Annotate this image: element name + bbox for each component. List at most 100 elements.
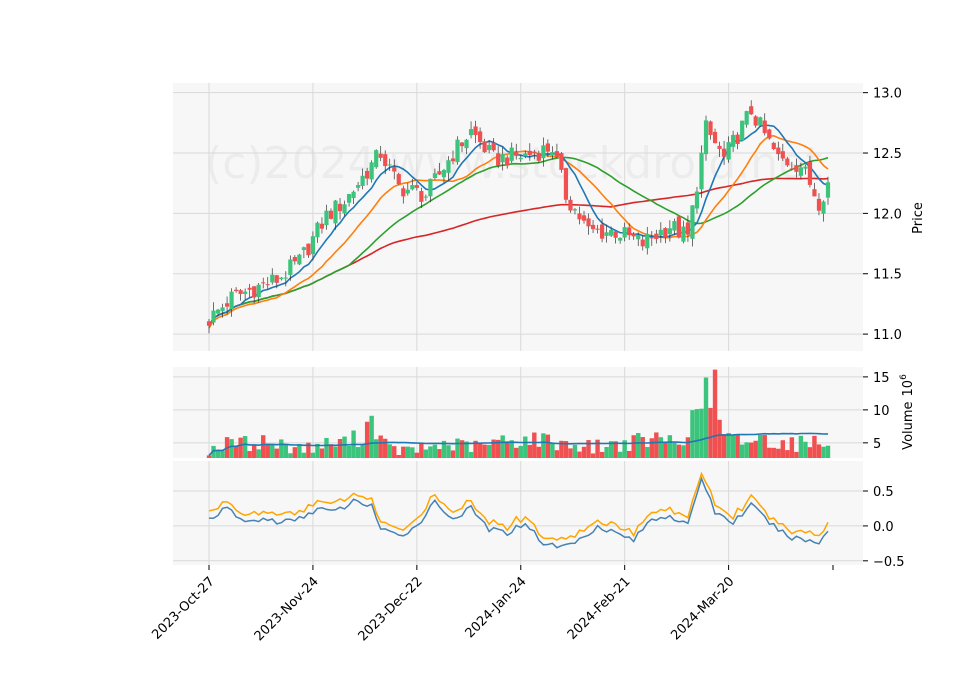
candle-body bbox=[554, 151, 560, 157]
volume-bar bbox=[428, 446, 433, 458]
volume-bar bbox=[446, 445, 451, 458]
volume-bar bbox=[373, 439, 379, 458]
candle-body bbox=[509, 147, 514, 161]
candle-body bbox=[337, 203, 343, 212]
volume-bar bbox=[387, 444, 392, 458]
volume-bar bbox=[599, 451, 605, 458]
candle-body bbox=[599, 224, 605, 239]
candle-body bbox=[640, 239, 645, 247]
candle-body bbox=[342, 204, 347, 214]
volume-bar bbox=[527, 444, 532, 458]
volume-bar bbox=[812, 435, 817, 458]
volume-bar bbox=[572, 444, 578, 458]
volume-bar bbox=[251, 444, 257, 458]
volume-bar bbox=[645, 446, 650, 458]
volume-bar bbox=[690, 410, 695, 458]
volume-bar bbox=[758, 434, 763, 458]
volume-bar bbox=[220, 450, 225, 458]
volume-bar bbox=[378, 435, 383, 458]
volume-bar bbox=[468, 451, 474, 458]
x-tick-label: 2023-Nov-24 bbox=[252, 574, 322, 644]
volume-bar bbox=[242, 436, 248, 458]
candle-body bbox=[776, 147, 781, 155]
volume-bar bbox=[595, 439, 600, 458]
volume-bar bbox=[211, 445, 216, 458]
candle-body bbox=[590, 224, 596, 230]
price-tick-label: 11.5 bbox=[873, 268, 902, 283]
candle-body bbox=[649, 237, 654, 239]
candle-body bbox=[762, 120, 767, 134]
price-tick-label: 12.5 bbox=[873, 147, 902, 162]
candle-body bbox=[559, 153, 564, 170]
volume-bar bbox=[491, 439, 496, 458]
candle-body bbox=[432, 173, 438, 178]
volume-bar bbox=[726, 433, 731, 458]
candle-body bbox=[536, 153, 541, 161]
candle-body bbox=[636, 234, 641, 240]
candle-body bbox=[215, 309, 221, 314]
volume-bar bbox=[360, 444, 365, 458]
candle-body bbox=[645, 233, 650, 249]
candle-body bbox=[487, 144, 492, 151]
candle-body bbox=[672, 221, 677, 231]
volume-bar bbox=[780, 440, 786, 458]
volume-bar bbox=[306, 442, 311, 458]
candle-body bbox=[708, 121, 713, 135]
volume-bar bbox=[532, 432, 537, 458]
volume-bar bbox=[514, 447, 519, 458]
volume-bar bbox=[247, 451, 252, 458]
candle-body bbox=[261, 282, 266, 284]
candle-body bbox=[577, 213, 582, 220]
volume-bar bbox=[328, 444, 334, 458]
volume-bar bbox=[672, 442, 677, 458]
volume-bar bbox=[636, 432, 641, 458]
candle-body bbox=[731, 134, 736, 147]
candle-body bbox=[767, 129, 772, 139]
volume-bar bbox=[233, 446, 239, 458]
candle-body bbox=[301, 247, 306, 251]
candle-body bbox=[419, 191, 424, 202]
volume-bar bbox=[509, 440, 514, 458]
candle-body bbox=[243, 291, 248, 294]
volume-bar bbox=[355, 447, 361, 458]
candle-body bbox=[374, 150, 379, 168]
volume-bar bbox=[500, 435, 505, 458]
volume-bar bbox=[663, 443, 668, 458]
candle-body bbox=[758, 117, 763, 126]
volume-bar bbox=[455, 438, 460, 458]
macd-panel-background bbox=[173, 461, 863, 565]
volume-bar bbox=[776, 448, 781, 458]
indicator-lines bbox=[208, 124, 829, 549]
candle-body bbox=[690, 205, 695, 239]
volume-bar bbox=[803, 441, 808, 458]
macd-signal-line bbox=[208, 471, 829, 541]
candle-body bbox=[807, 161, 813, 185]
candle-body bbox=[468, 129, 474, 136]
x-tick-label: 2024-Mar-20 bbox=[668, 574, 737, 643]
candle-body bbox=[563, 168, 569, 200]
volume-bar bbox=[640, 437, 645, 458]
volume-tick-label: 5 bbox=[873, 437, 881, 452]
volume-bar bbox=[748, 442, 754, 458]
volume-bar bbox=[649, 438, 654, 458]
ma-long-line bbox=[208, 156, 829, 327]
volume-bar bbox=[270, 444, 275, 458]
candle-body bbox=[550, 152, 555, 156]
candle-body bbox=[346, 194, 352, 203]
volume-bar bbox=[559, 440, 564, 458]
macd-tick-label: −0.5 bbox=[873, 555, 905, 570]
volume-bar bbox=[798, 435, 804, 458]
volume-bar bbox=[274, 448, 279, 458]
volume-bar bbox=[238, 437, 243, 458]
candle-body bbox=[667, 228, 672, 235]
volume-bar bbox=[419, 442, 424, 458]
candle-body bbox=[780, 151, 785, 159]
candle-body bbox=[473, 126, 478, 136]
candle-body bbox=[383, 154, 388, 167]
candle-body bbox=[410, 185, 415, 190]
volume-bar bbox=[617, 451, 623, 458]
ma-mid-line bbox=[208, 134, 829, 329]
candle-body bbox=[523, 153, 528, 157]
volume-bar bbox=[626, 450, 632, 458]
candle-body bbox=[387, 164, 392, 166]
